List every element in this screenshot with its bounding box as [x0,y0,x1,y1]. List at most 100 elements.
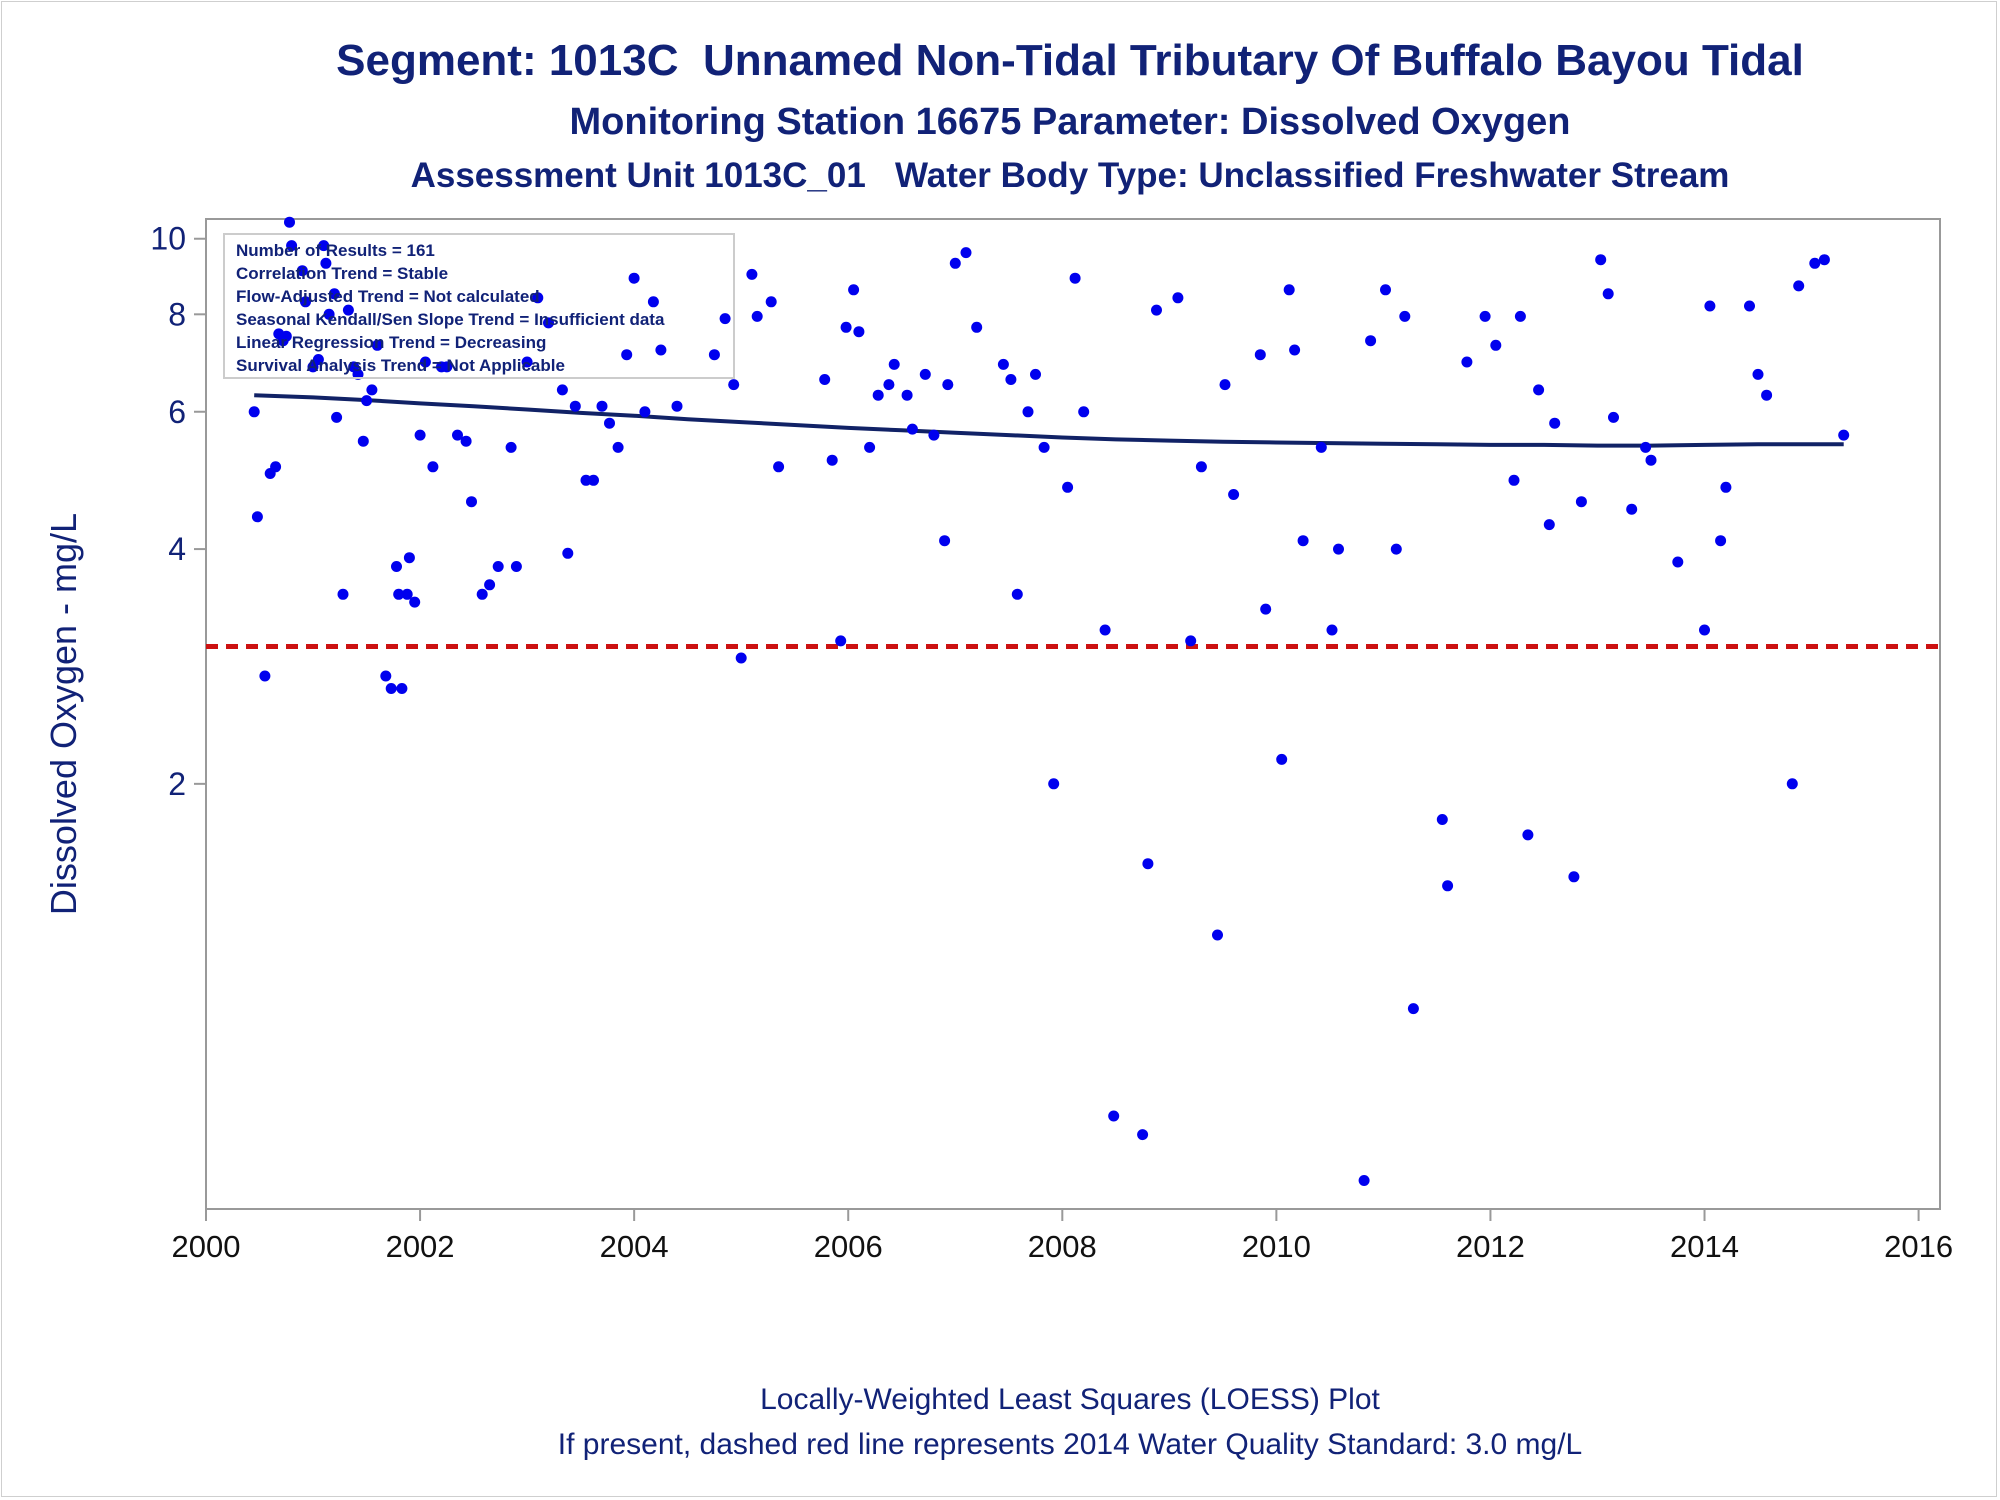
data-point [393,588,405,600]
stat-flow-adjusted-trend: Flow-Adjusted Trend = Not calculated [236,287,540,306]
data-point [385,683,397,694]
data-point [371,339,383,351]
data-point [441,361,453,373]
data-point [1099,624,1111,636]
stat-seasonal-kendall-trend: Seasonal Kendall/Sen Slope Trend = Insuf… [236,310,665,329]
data-point [735,652,747,664]
data-point [396,683,408,694]
data-point [621,349,633,361]
data-point [1326,624,1338,636]
data-point [746,268,758,280]
data-point [248,406,260,418]
footnote-standard: If present, dashed red line represents 2… [557,1428,1583,1461]
data-point [484,579,496,591]
data-point [320,257,332,269]
data-point [419,356,431,368]
loess-trend-line [254,393,1844,448]
y-axis-title: Dissolved Oxygen - mg/L [43,513,84,915]
data-point [1793,280,1805,292]
data-point [835,635,847,647]
data-point [1195,461,1207,473]
data-point [1108,1110,1120,1122]
data-point [337,588,349,600]
data-point [1602,288,1614,300]
data-point [380,670,392,682]
data-point [452,429,463,441]
data-point [728,379,740,391]
data-point [1260,603,1272,615]
statistics-legend: Number of Results = 161 Correlation Tren… [223,233,735,379]
data-point [949,257,961,269]
data-point [1358,1175,1370,1186]
data-point [300,296,311,308]
data-point [942,379,954,391]
data-point [773,461,785,473]
data-point [960,247,972,259]
data-point [366,384,378,396]
data-point [1333,543,1344,555]
data-point [1151,304,1162,316]
data-point [751,310,763,322]
data-point [1048,778,1060,790]
data-point [1595,254,1607,266]
data-point [1365,335,1377,347]
data-point [1508,474,1520,486]
data-point [543,317,554,329]
data-point [901,389,913,401]
data-point [596,400,608,412]
data-point [1626,503,1638,515]
data-point [604,417,615,429]
data-point [492,561,504,572]
data-point [1640,441,1652,453]
data-point [556,384,568,396]
data-point [840,321,852,333]
data-point [1608,411,1619,423]
x-tick-label: 2008 [1028,1229,1097,1264]
footnote-loess: Locally-Weighted Least Squares (LOESS) P… [760,1383,1380,1416]
data-point [883,379,895,391]
data-point [312,354,324,365]
data-point [819,374,831,385]
data-point [1297,535,1309,547]
data-point [1172,292,1184,304]
data-point [1838,429,1850,441]
data-point [409,596,421,608]
stat-linear-regression-trend: Linear Regression Trend = Decreasing [236,333,546,352]
data-point [1672,556,1684,568]
data-point [708,349,720,361]
data-point [1699,624,1710,636]
data-point [1744,300,1755,312]
x-tick-label: 2010 [1242,1229,1311,1264]
data-point [1276,753,1288,765]
data-point [331,411,343,423]
data-point [1442,880,1454,892]
x-tick-label: 2000 [172,1229,241,1264]
data-point [280,330,292,342]
data-point [671,400,683,412]
data-point [1533,384,1545,396]
data-point [1549,417,1561,429]
data-point [971,321,983,333]
data-point [521,356,533,368]
data-point [1219,379,1231,391]
data-point [1522,829,1534,841]
data-point [1818,254,1830,266]
data-point [532,292,544,304]
data-point [1030,368,1041,380]
x-tick-label: 2014 [1670,1229,1739,1264]
data-point [296,265,308,277]
data-point [476,588,488,600]
data-point [401,588,413,600]
data-point [1011,588,1023,600]
data-point [1461,356,1473,368]
data-point [251,511,263,523]
data-point [1490,339,1502,351]
data-point [1786,778,1798,790]
data-point [1212,929,1223,941]
data-point [888,358,900,370]
x-axis: 2000 2002 2004 2006 2008 2010 2012 2014 2016 [172,1209,1953,1264]
data-point [1005,374,1017,385]
data-point [1142,858,1154,870]
data-point [1137,1129,1149,1141]
